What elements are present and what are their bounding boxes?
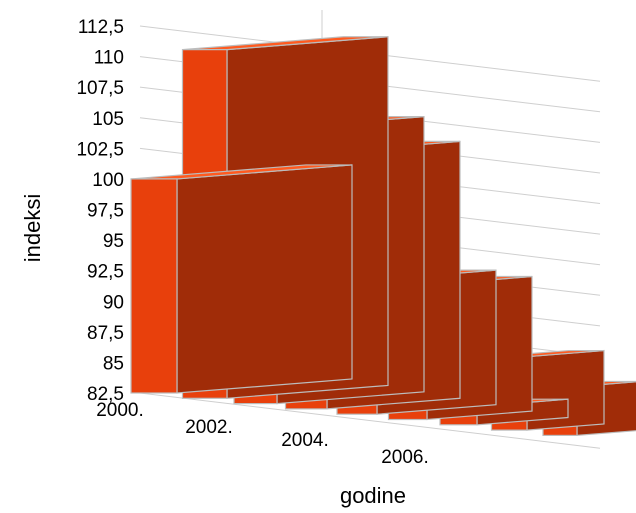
y-tick-label: 82,5 [87,384,124,405]
x-tick-label: 2002. [185,417,233,438]
x-tick-label: 2006. [381,447,429,468]
y-tick-label: 97,5 [87,201,124,222]
y-tick-label: 95 [103,231,124,252]
gridline [139,392,601,449]
y-tick-label: 90 [103,292,124,313]
y-tick-label: 110 [94,48,124,69]
y-axis-ticks: 82,5 85 87,5 90 92,5 95 97,5 100 102,5 105 107,5 11… [76,17,124,405]
x-tick-label: 2004. [281,430,329,451]
x-axis-ticks: 2000. 2002. 2004. 2006. [96,400,429,468]
bar-front-face [130,178,178,394]
y-tick-label: 92,5 [87,262,124,283]
y-axis-title: indeksi [20,194,45,262]
y-tick-label: 87,5 [87,323,124,344]
x-axis-title: godine [340,483,406,508]
y-tick-label: 100 [92,170,124,191]
y-tick-label: 107,5 [76,78,124,99]
x-tick-label: 2000. [96,400,144,421]
bar-2000. [130,164,353,394]
y-tick-label: 102,5 [76,139,124,160]
bars [130,36,636,437]
y-tick-label: 112,5 [78,17,124,38]
y-tick-label: 105 [92,109,124,130]
y-tick-label: 85 [103,353,124,374]
bar-side-face [176,164,353,394]
